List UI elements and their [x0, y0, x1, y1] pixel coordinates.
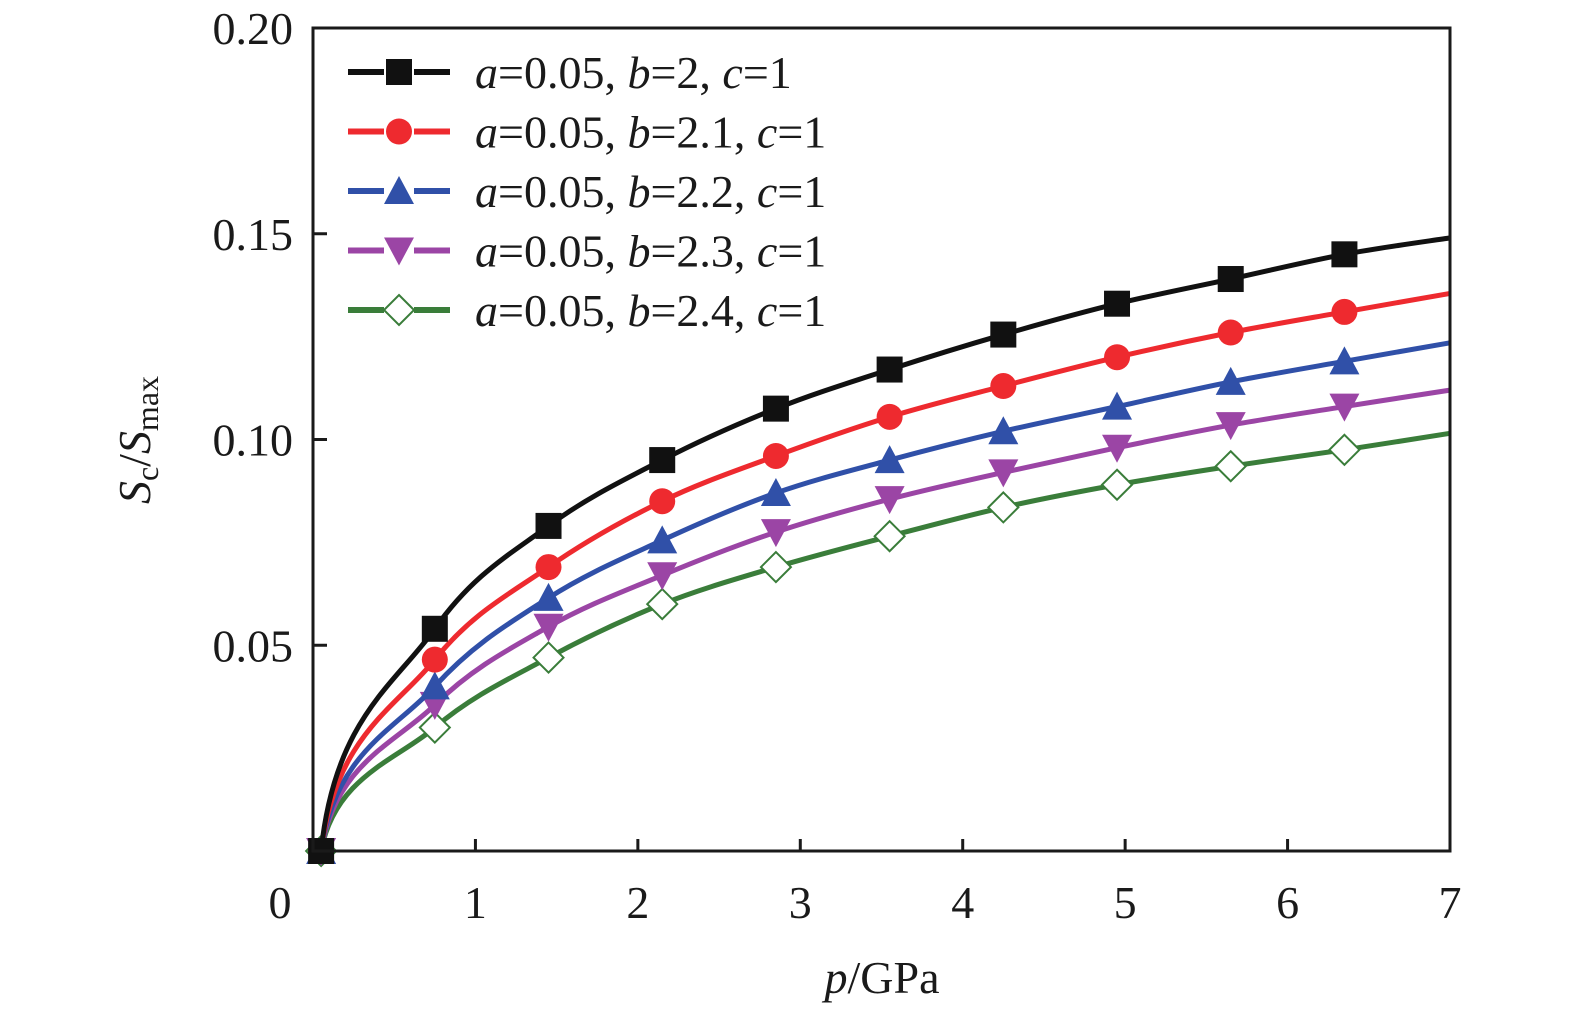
- square-marker: [1217, 266, 1244, 293]
- circle-marker: [649, 488, 676, 515]
- series-line: [318, 340, 1451, 852]
- square-marker: [649, 447, 676, 474]
- triangle-up-marker: [419, 671, 450, 700]
- circle-marker: [876, 403, 903, 430]
- x-tick-label: 4: [951, 877, 974, 928]
- x-axis-title: p/GPa: [822, 952, 940, 1003]
- diamond-marker: [1328, 433, 1361, 467]
- circle-marker: [1104, 344, 1131, 371]
- series: [304, 430, 1451, 868]
- square-marker: [1331, 241, 1358, 268]
- square-marker: [386, 59, 412, 85]
- x-tick-label: 6: [1276, 877, 1299, 928]
- diamond-marker: [759, 550, 793, 584]
- y-tick-label: 0.10: [213, 415, 294, 466]
- triangle-up-marker: [988, 416, 1019, 445]
- circle-marker: [535, 554, 562, 581]
- x-tick-label: 5: [1114, 877, 1137, 928]
- diamond-marker: [873, 519, 907, 553]
- triangle-down-marker: [760, 519, 791, 548]
- legend-label: a=0.05, b=2.1, c=1: [475, 107, 826, 158]
- square-marker: [876, 356, 903, 383]
- diamond-marker: [1100, 468, 1134, 502]
- triangle-down-marker: [647, 562, 678, 591]
- y-tick-label: 0.20: [213, 3, 294, 54]
- diamond-marker: [645, 587, 679, 621]
- circle-marker: [421, 646, 448, 673]
- square-marker: [535, 512, 562, 539]
- series: [306, 340, 1451, 864]
- series-line: [318, 290, 1451, 852]
- triangle-up-marker: [874, 445, 905, 474]
- triangle-up-marker: [1329, 346, 1360, 375]
- triangle-up-marker: [1102, 391, 1133, 420]
- diamond-marker: [986, 490, 1020, 524]
- diamond-marker: [382, 293, 416, 327]
- legend-item: a=0.05, b=2.4, c=1: [348, 285, 826, 336]
- triangle-up-marker: [647, 525, 678, 554]
- ticks-layer: 0 1 2 3 4 5 6 7 0.05 0.10 0.15 0.20: [213, 3, 1462, 928]
- triangle-up-marker: [760, 477, 791, 506]
- triangle-down-marker: [1102, 434, 1133, 463]
- triangle-down-marker: [533, 613, 564, 642]
- legend-label: a=0.05, b=2.2, c=1: [475, 166, 826, 217]
- series-line: [318, 387, 1451, 852]
- triangle-down-marker: [1215, 412, 1246, 441]
- square-marker: [990, 321, 1017, 348]
- triangle-down-marker: [1329, 393, 1360, 422]
- y-tick-label: 0.15: [213, 209, 294, 260]
- triangle-down-marker: [988, 459, 1019, 488]
- square-marker: [1104, 290, 1131, 317]
- triangle-down-marker: [874, 486, 905, 515]
- legend: a=0.05, b=2, c=1 a=0.05, b=2.1, c=1 a=0.05…: [348, 47, 826, 336]
- series-line: [318, 430, 1451, 852]
- triangle-up-marker: [533, 582, 564, 611]
- square-marker: [762, 395, 789, 422]
- circle-marker: [1217, 319, 1244, 346]
- triangle-up-marker: [1215, 366, 1246, 395]
- x-tick-label: 1: [464, 877, 487, 928]
- legend-item: a=0.05, b=2.1, c=1: [348, 107, 826, 158]
- x-tick-label: 0: [269, 877, 292, 928]
- circle-marker: [990, 373, 1017, 400]
- diamond-marker: [532, 641, 565, 675]
- diamond-marker: [1214, 449, 1248, 483]
- circle-marker: [762, 442, 789, 469]
- legend-item: a=0.05, b=2, c=1: [348, 47, 792, 98]
- legend-item: a=0.05, b=2.2, c=1: [348, 166, 826, 217]
- circle-marker: [386, 118, 412, 145]
- x-tick-label: 3: [789, 877, 812, 928]
- y-tick-label: 0.05: [213, 620, 294, 671]
- legend-item: a=0.05, b=2.3, c=1: [348, 226, 826, 277]
- legend-label: a=0.05, b=2.4, c=1: [475, 285, 826, 336]
- triangle-down-marker: [384, 237, 414, 266]
- diamond-marker: [418, 711, 452, 744]
- series-layer: [304, 235, 1451, 868]
- y-axis-title: Sc/Smax: [109, 376, 165, 504]
- x-tick-label: 2: [626, 877, 649, 928]
- square-marker: [421, 615, 448, 642]
- circle-marker: [1331, 298, 1358, 325]
- triangle-up-marker: [384, 176, 414, 204]
- series-line: [318, 235, 1451, 852]
- x-tick-label: 7: [1439, 877, 1462, 928]
- legend-label: a=0.05, b=2.3, c=1: [475, 226, 826, 277]
- legend-label: a=0.05, b=2, c=1: [475, 47, 792, 98]
